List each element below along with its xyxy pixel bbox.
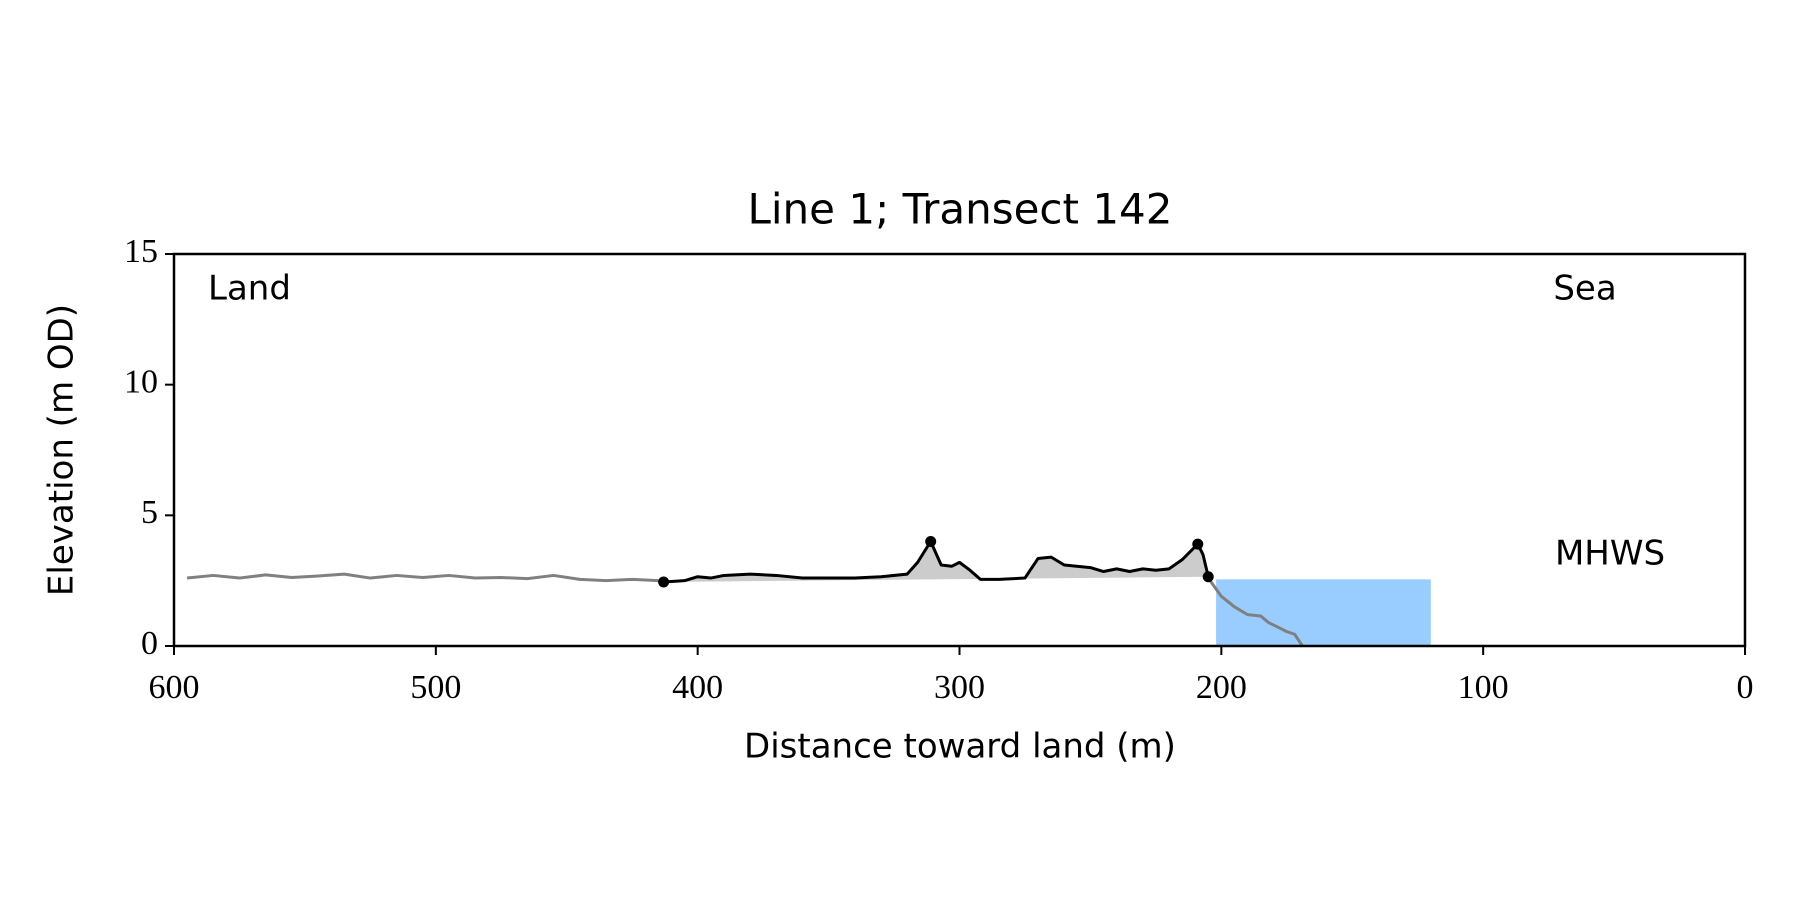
y-tick-label: 10 bbox=[124, 363, 158, 400]
y-tick-label: 0 bbox=[141, 625, 158, 662]
x-tick-label: 500 bbox=[410, 669, 461, 706]
mhws-label: MHWS bbox=[1555, 534, 1665, 574]
marker bbox=[1192, 538, 1204, 550]
mhws-band bbox=[1216, 579, 1431, 646]
x-tick-label: 300 bbox=[934, 669, 985, 706]
plot-frame bbox=[172, 252, 1747, 648]
chart-title: Line 1; Transect 142 bbox=[747, 185, 1172, 234]
x-axis-label: Distance toward land (m) bbox=[744, 727, 1176, 767]
profile-line bbox=[186, 572, 1304, 647]
y-axis-label: Elevation (m OD) bbox=[42, 304, 82, 596]
marker bbox=[925, 535, 937, 547]
y-tick-label: 15 bbox=[124, 233, 158, 270]
x-tick-label: 600 bbox=[149, 669, 200, 706]
annotation: Sea bbox=[1553, 269, 1616, 309]
y-tick-label: 5 bbox=[141, 494, 158, 531]
profile-line bbox=[663, 539, 1210, 584]
dune-area bbox=[663, 541, 1209, 582]
marker bbox=[658, 576, 670, 588]
x-tick-label: 400 bbox=[672, 669, 723, 706]
x-tick-label: 0 bbox=[1737, 669, 1754, 706]
x-tick-label: 100 bbox=[1458, 669, 1509, 706]
x-tick-label: 200 bbox=[1196, 669, 1247, 706]
marker bbox=[1202, 571, 1214, 583]
annotation: Land bbox=[208, 269, 291, 309]
